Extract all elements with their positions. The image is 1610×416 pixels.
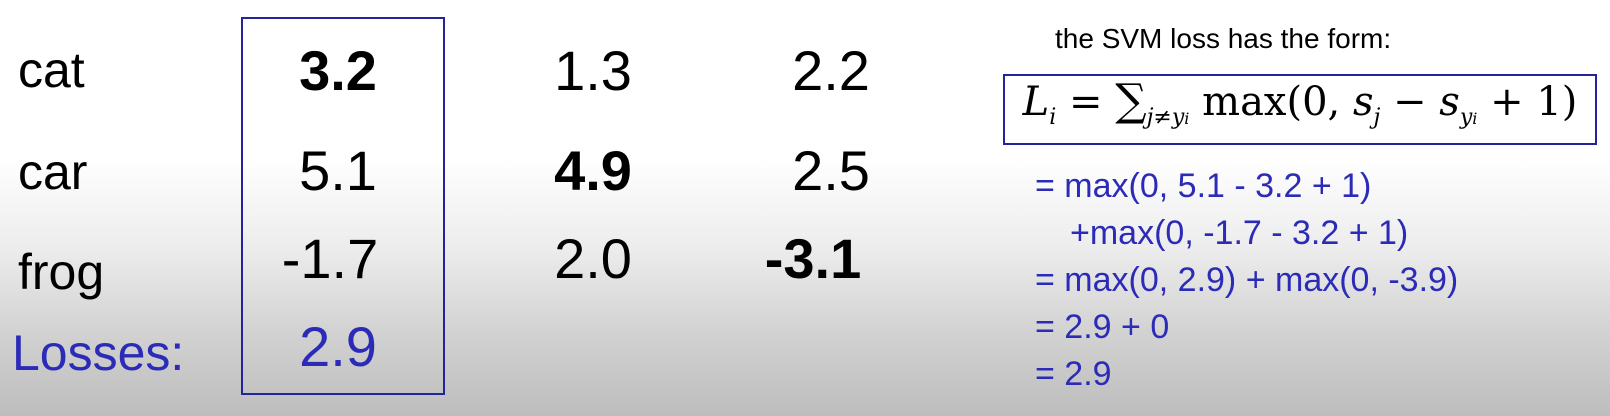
row-label-cat: cat [18, 42, 85, 98]
score-col3-cat: 2.2 [792, 39, 870, 102]
svm-title: the SVM loss has the form: [1055, 23, 1392, 54]
score-col1-car: 5.1 [299, 139, 377, 202]
score-col1-frog: -1.7 [281, 227, 379, 290]
loss-col1: 2.9 [299, 315, 377, 378]
row-label-frog: frog [18, 244, 105, 300]
step-5: = 2.9 [1035, 355, 1112, 393]
step-2: +max(0, -1.7 - 3.2 + 1) [1070, 214, 1409, 252]
row-label-car: car [18, 144, 88, 200]
score-col3-car: 2.5 [792, 139, 870, 202]
step-3: = max(0, 2.9) + max(0, -3.9) [1035, 261, 1459, 299]
score-col2-frog: 2.0 [554, 227, 632, 290]
step-1: = max(0, 5.1 - 3.2 + 1) [1035, 167, 1372, 205]
score-col3-frog: -3.1 [764, 227, 862, 290]
step-4: = 2.9 + 0 [1035, 308, 1170, 346]
score-col2-cat: 1.3 [554, 39, 632, 102]
score-col1-cat: 3.2 [299, 39, 377, 102]
formula-box: Li = ∑j≠yi max(0, sj − syi + 1) [1003, 74, 1597, 145]
svm-loss-formula: Li = ∑j≠yi max(0, sj − syi + 1) [1022, 74, 1578, 130]
losses-label: Losses: [12, 325, 185, 381]
first-column-box [241, 17, 445, 395]
score-col2-car: 4.9 [554, 139, 632, 202]
